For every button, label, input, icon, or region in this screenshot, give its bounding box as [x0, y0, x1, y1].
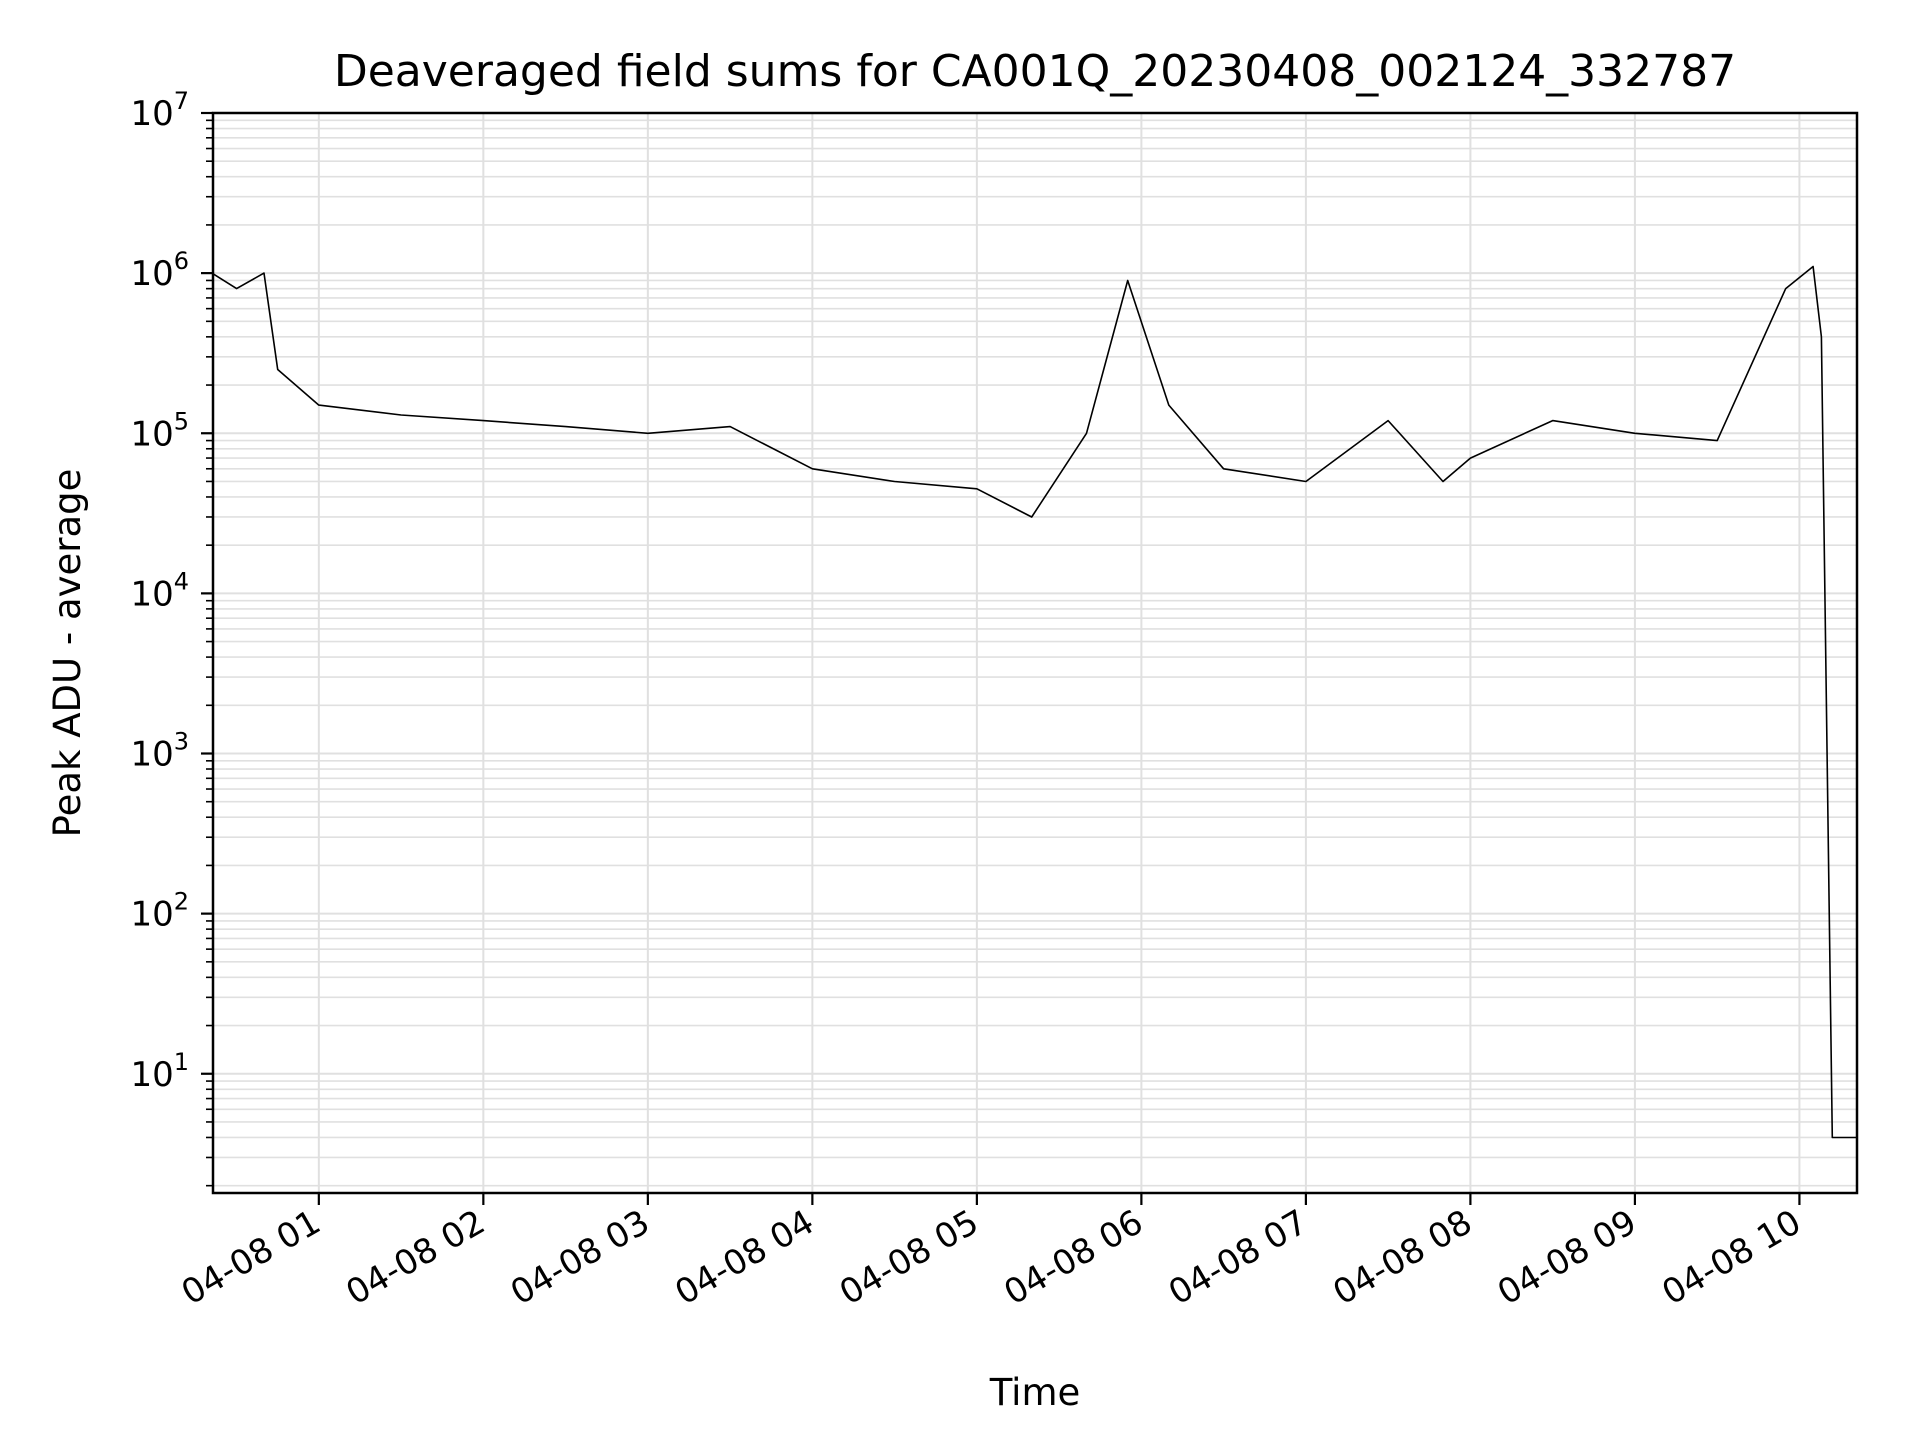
- y-tick-label: 102: [130, 888, 189, 935]
- y-tick-base: 10: [130, 94, 173, 134]
- y-tick-base: 10: [130, 735, 173, 775]
- y-tick-base: 10: [130, 254, 173, 294]
- series-line: [211, 265, 1857, 1139]
- y-tick-label: 107: [130, 87, 189, 134]
- x-axis-label: Time: [989, 1371, 1081, 1414]
- y-tick-label: 105: [130, 407, 189, 454]
- y-tick-exponent: 7: [174, 87, 189, 115]
- y-tick-base: 10: [130, 1055, 173, 1095]
- y-tick-base: 10: [130, 574, 173, 614]
- grid: [213, 112, 1857, 1193]
- plot-area: [211, 265, 1857, 1139]
- y-tick-exponent: 3: [174, 728, 189, 756]
- y-tick-exponent: 5: [174, 407, 189, 435]
- y-tick-label: 101: [130, 1048, 189, 1095]
- y-tick-label: 103: [130, 728, 189, 775]
- y-tick-exponent: 4: [174, 567, 189, 595]
- y-tick-label: 106: [130, 247, 189, 294]
- y-tick-exponent: 6: [174, 247, 189, 275]
- plot-frame: [211, 111, 1859, 1195]
- y-tick-exponent: 2: [174, 888, 189, 916]
- y-tick-base: 10: [130, 895, 173, 935]
- y-tick-base: 10: [130, 414, 173, 454]
- y-tick-label: 104: [130, 567, 189, 614]
- y-tick-exponent: 1: [174, 1048, 189, 1076]
- y-axis-label: Peak ADU - average: [46, 469, 89, 838]
- chart-title: Deaveraged field sums for CA001Q_2023040…: [334, 46, 1736, 97]
